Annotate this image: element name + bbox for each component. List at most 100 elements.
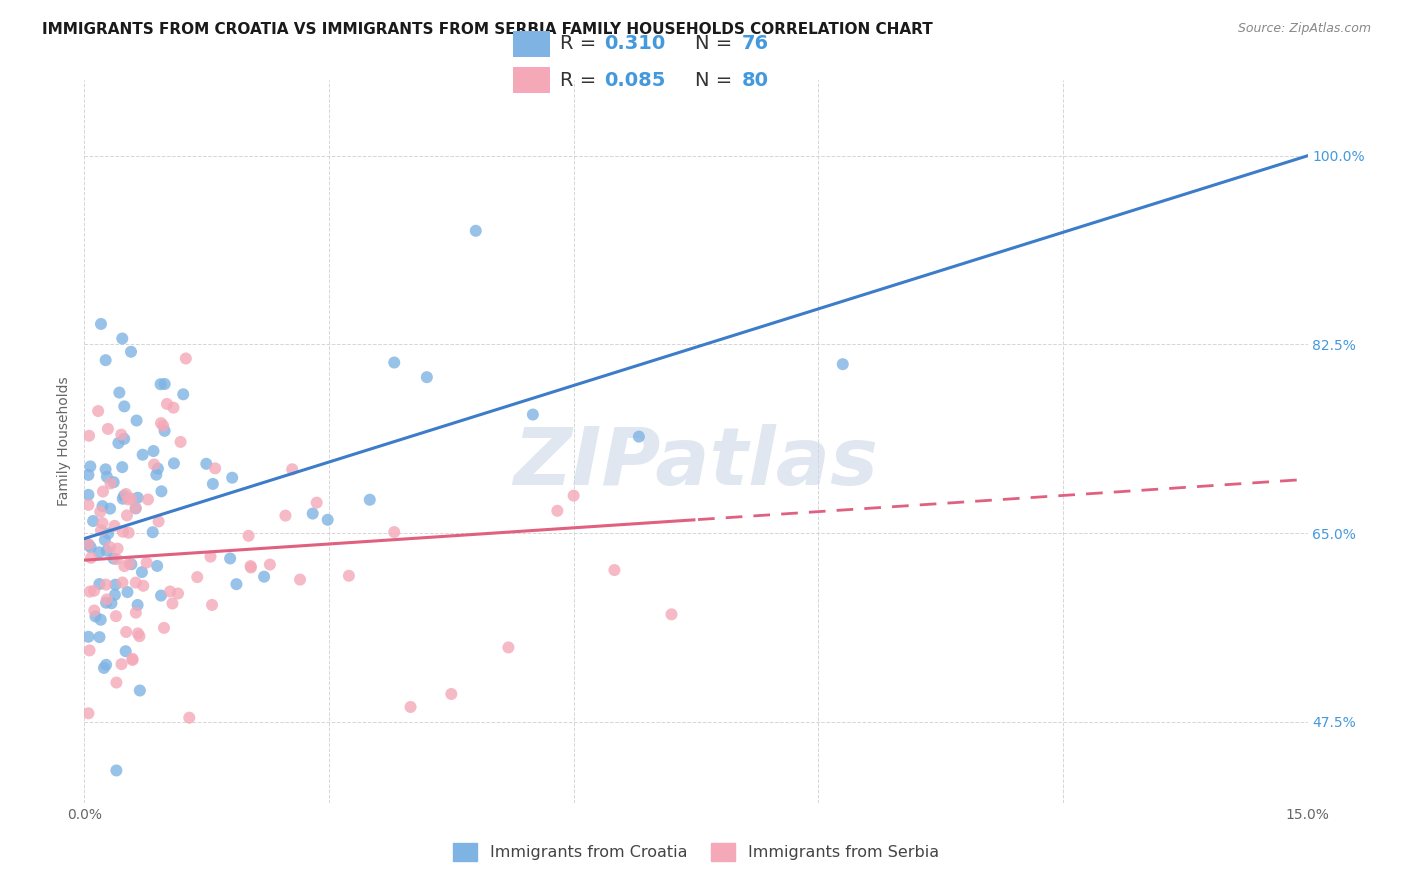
Point <box>546 504 568 518</box>
Point <box>96 469 118 483</box>
Point <box>153 621 176 635</box>
Point <box>498 640 520 655</box>
Point <box>135 556 157 570</box>
Point <box>91 516 114 530</box>
Point <box>162 597 184 611</box>
Point <box>77 538 100 552</box>
Point <box>94 577 117 591</box>
Point <box>382 524 405 539</box>
Point <box>124 500 146 515</box>
Point <box>90 613 112 627</box>
Point <box>97 422 120 436</box>
Point <box>104 609 127 624</box>
Point <box>89 577 111 591</box>
Point <box>125 575 148 590</box>
Point <box>169 434 191 449</box>
Point <box>90 317 112 331</box>
Text: 76: 76 <box>742 35 769 54</box>
Point <box>204 461 226 475</box>
Text: IMMIGRANTS FROM CROATIA VS IMMIGRANTS FROM SERBIA FAMILY HOUSEHOLDS CORRELATION : IMMIGRANTS FROM CROATIA VS IMMIGRANTS FR… <box>42 22 934 37</box>
Point <box>522 408 544 422</box>
Point <box>316 513 339 527</box>
Point <box>110 657 132 672</box>
Y-axis label: Family Households: Family Households <box>58 376 72 507</box>
Point <box>104 588 127 602</box>
Point <box>103 475 125 490</box>
Point <box>172 387 194 401</box>
Point <box>281 462 304 476</box>
Point <box>127 491 149 505</box>
Point <box>163 456 186 470</box>
Point <box>111 332 134 346</box>
Text: R =: R = <box>560 70 602 89</box>
Point <box>111 491 134 506</box>
Point <box>117 492 139 507</box>
Point <box>94 462 117 476</box>
Text: R =: R = <box>560 35 602 54</box>
Point <box>288 573 311 587</box>
Point <box>132 579 155 593</box>
Point <box>77 706 100 721</box>
Point <box>87 545 110 559</box>
Point <box>96 543 118 558</box>
Point <box>77 498 100 512</box>
Point <box>150 484 173 499</box>
Point <box>100 596 122 610</box>
Point <box>77 429 100 443</box>
Point <box>112 432 135 446</box>
Point <box>94 596 117 610</box>
Point <box>200 549 222 564</box>
Point <box>111 460 134 475</box>
Point <box>153 424 176 438</box>
Legend: Immigrants from Croatia, Immigrants from Serbia: Immigrants from Croatia, Immigrants from… <box>447 837 945 867</box>
Point <box>274 508 297 523</box>
Point <box>125 501 148 516</box>
Point <box>79 541 101 555</box>
Point <box>159 584 181 599</box>
Point <box>150 416 173 430</box>
Point <box>100 476 122 491</box>
Point <box>661 607 683 622</box>
Point <box>219 551 242 566</box>
Point <box>110 427 132 442</box>
Point <box>112 559 135 574</box>
Point <box>93 661 115 675</box>
Point <box>225 577 247 591</box>
Point <box>399 700 422 714</box>
Point <box>77 537 100 551</box>
Point <box>131 565 153 579</box>
Point <box>97 526 120 541</box>
Point <box>128 629 150 643</box>
Bar <box>513 31 550 57</box>
Point <box>253 569 276 583</box>
Point <box>146 558 169 573</box>
Text: 0.310: 0.310 <box>603 35 665 54</box>
Point <box>94 353 117 368</box>
Point <box>162 401 184 415</box>
Text: N =: N = <box>695 35 738 54</box>
Point <box>84 609 107 624</box>
Point <box>142 525 165 540</box>
Point <box>127 626 149 640</box>
Point <box>152 418 174 433</box>
Point <box>114 644 136 658</box>
Point <box>117 585 139 599</box>
Point <box>136 492 159 507</box>
Point <box>150 589 173 603</box>
Point <box>142 444 165 458</box>
Text: 80: 80 <box>742 70 769 89</box>
Point <box>108 385 131 400</box>
Point <box>98 501 121 516</box>
Point <box>603 563 626 577</box>
Point <box>94 533 117 547</box>
Point <box>174 351 197 366</box>
Point <box>90 524 112 538</box>
Point <box>201 598 224 612</box>
Point <box>259 558 281 572</box>
Point <box>77 630 100 644</box>
Point <box>146 461 169 475</box>
Point <box>105 552 128 566</box>
Point <box>201 477 224 491</box>
Point <box>118 557 141 571</box>
Point <box>107 541 129 556</box>
